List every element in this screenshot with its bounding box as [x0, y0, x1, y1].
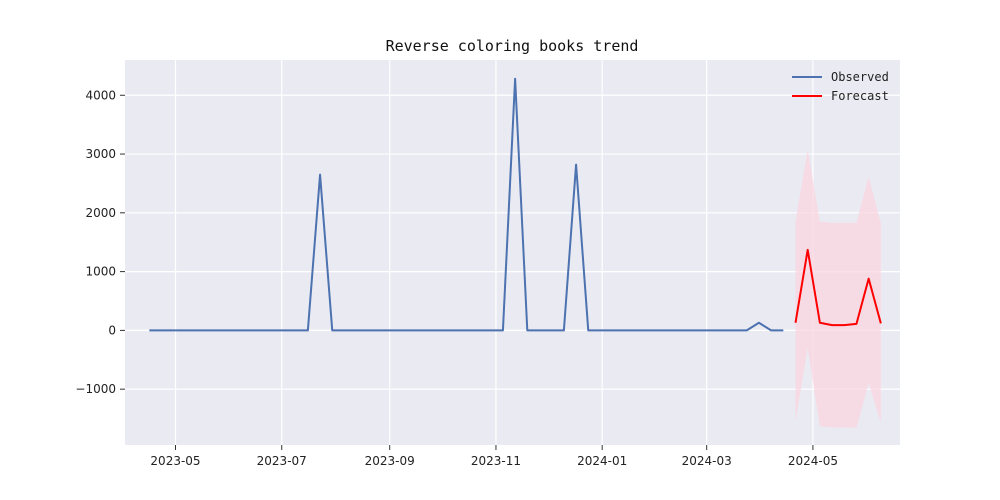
x-tick-label: 2023-09: [365, 454, 415, 468]
x-tick-label: 2024-05: [788, 454, 838, 468]
forecast-interval-band: [795, 149, 881, 428]
y-axis: −1000 0 1000 2000 3000 4000: [75, 88, 125, 396]
x-tick-label: 2024-03: [682, 454, 732, 468]
series-line-forecast: [794, 248, 882, 327]
y-tick-label: 2000: [85, 206, 116, 220]
x-tick-label: 2023-05: [150, 454, 200, 468]
chart-title: Reverse coloring books trend: [386, 37, 639, 55]
y-tick-label: 0: [108, 323, 116, 337]
legend: Observed Forecast: [792, 70, 889, 103]
x-tick-label: 2023-11: [471, 454, 521, 468]
legend-label-observed: Observed: [831, 70, 889, 84]
x-tick-label: 2023-07: [257, 454, 307, 468]
y-tick-label: 1000: [85, 265, 116, 279]
series-lines: [149, 77, 882, 332]
y-tick-label: 4000: [85, 88, 116, 102]
x-tick-label: 2024-01: [577, 454, 627, 468]
series-line-observed: [149, 77, 784, 332]
forecast-interval-area: [795, 149, 881, 428]
legend-label-forecast: Forecast: [831, 89, 889, 103]
y-tick-label: 3000: [85, 147, 116, 161]
x-axis: 2023-05 2023-07 2023-09 2023-11 2024-01 2024-…: [150, 445, 838, 468]
y-tick-label: −1000: [75, 382, 116, 396]
